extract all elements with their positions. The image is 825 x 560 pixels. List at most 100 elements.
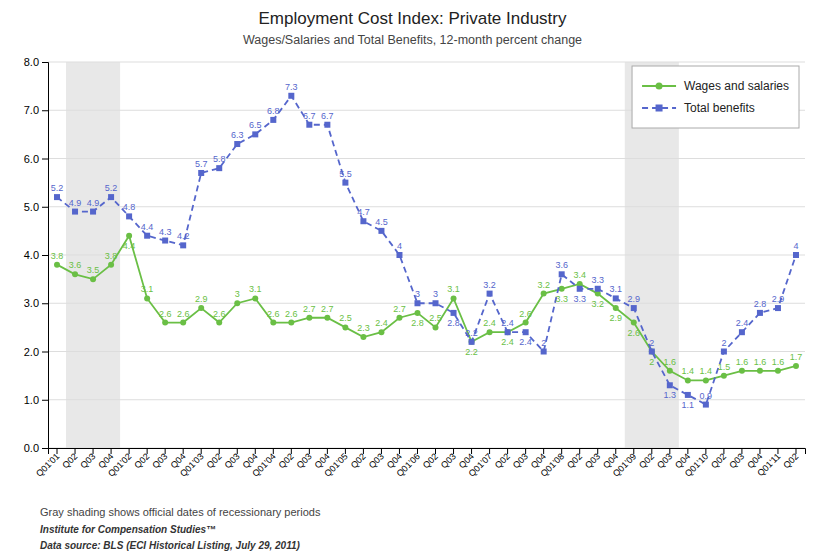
x-tick-mark xyxy=(759,448,760,454)
x-tick-label: Q01'07 xyxy=(467,451,494,478)
data-label: 4.8 xyxy=(123,202,136,212)
x-tick: Q01'08 xyxy=(539,448,566,479)
x-tick: Q03 xyxy=(583,448,602,470)
data-label: 3.6 xyxy=(555,260,568,270)
point-marker xyxy=(108,262,114,268)
point-marker xyxy=(54,194,60,200)
point-marker xyxy=(739,368,745,374)
data-label: 4.2 xyxy=(177,231,190,241)
data-label: 1.1 xyxy=(682,400,695,410)
x-tick-label: Q03 xyxy=(439,451,458,470)
y-tick-label: 2.0 xyxy=(24,346,39,358)
data-label: 2.5 xyxy=(429,313,442,323)
data-label: 3.3 xyxy=(573,294,586,304)
point-marker xyxy=(90,209,96,215)
x-tick-label: Q03 xyxy=(78,451,97,470)
x-tick: Q03 xyxy=(511,448,530,470)
grid-line xyxy=(48,303,805,304)
x-tick: Q02 xyxy=(132,448,151,470)
y-tick-mark xyxy=(42,400,48,401)
x-tick-mark xyxy=(345,448,346,454)
x-tick-mark xyxy=(435,448,436,454)
point-marker xyxy=(162,238,168,244)
x-tick: Q01'11 xyxy=(755,448,782,478)
point-marker xyxy=(144,233,150,239)
x-tick: Q01'03 xyxy=(178,448,205,479)
data-label: 1.7 xyxy=(790,352,803,362)
point-marker xyxy=(288,320,294,326)
data-label: 2.6 xyxy=(267,309,280,319)
legend-marker xyxy=(656,105,663,112)
y-tick-mark xyxy=(42,448,48,449)
data-label: 3.8 xyxy=(105,251,118,261)
data-label: 1.4 xyxy=(682,366,695,376)
point-marker xyxy=(108,194,114,200)
data-label: 2 xyxy=(721,338,726,348)
data-label: 2.7 xyxy=(393,304,406,314)
x-tick: Q02 xyxy=(277,448,296,470)
x-tick-mark xyxy=(723,448,724,454)
x-tick-mark xyxy=(489,448,490,454)
annotation: Data source: BLS (ECI Historical Listing… xyxy=(40,540,301,551)
data-label: 2.9 xyxy=(772,294,785,304)
x-tick-mark xyxy=(507,448,508,454)
point-marker xyxy=(667,382,673,388)
data-label: 2.2 xyxy=(465,347,478,357)
y-tick: 5.0 xyxy=(24,201,48,213)
point-marker xyxy=(342,180,348,186)
x-tick-mark xyxy=(687,448,688,454)
point-marker xyxy=(559,286,565,292)
data-label: 2 xyxy=(649,338,654,348)
x-tick: Q02 xyxy=(349,448,368,470)
data-label: 2.9 xyxy=(628,294,641,304)
data-label: 3.3 xyxy=(591,275,604,285)
x-tick-mark xyxy=(651,448,652,454)
x-tick-label: Q01'06 xyxy=(395,451,422,478)
x-tick-mark xyxy=(525,448,526,454)
point-marker xyxy=(649,349,655,355)
grid-line xyxy=(48,62,805,63)
x-tick-mark xyxy=(615,448,616,454)
x-axis: Q01'01Q02Q03Q04Q01'02Q02Q03Q04Q01'03Q02Q… xyxy=(34,448,805,479)
data-label: 2.8 xyxy=(447,318,460,328)
data-label: 4 xyxy=(397,241,402,251)
x-tick: Q03 xyxy=(655,448,674,470)
data-labels: 3.83.63.53.84.43.12.62.62.92.633.12.62.6… xyxy=(51,82,802,410)
x-tick-mark xyxy=(237,448,238,454)
data-label: 3.2 xyxy=(591,299,604,309)
x-tick-label: Q01'04 xyxy=(250,451,277,478)
x-tick: Q01'07 xyxy=(467,448,494,479)
data-label: 3.1 xyxy=(141,284,154,294)
data-label: 2.6 xyxy=(628,328,641,338)
y-tick-mark xyxy=(42,62,48,63)
series-line xyxy=(57,236,796,381)
x-tick: Q03 xyxy=(223,448,242,470)
y-axis-line xyxy=(42,63,49,449)
x-tick-mark xyxy=(147,448,148,454)
x-tick: Q03 xyxy=(367,448,386,470)
point-marker xyxy=(667,368,673,374)
y-tick: 4.0 xyxy=(24,249,48,261)
x-tick-mark xyxy=(291,448,292,454)
data-label: 4 xyxy=(793,241,798,251)
x-tick-label: Q01'01 xyxy=(34,451,61,478)
y-tick-label: 1.0 xyxy=(24,394,39,406)
data-label: 6.7 xyxy=(303,111,316,121)
x-tick: Q01'06 xyxy=(395,448,422,479)
x-tick-label: Q02 xyxy=(205,451,224,470)
legend-box xyxy=(632,66,799,128)
x-tick: Q01'09 xyxy=(611,448,638,479)
x-tick-mark xyxy=(561,448,562,454)
point-marker xyxy=(757,368,763,374)
x-tick: Q02 xyxy=(565,448,584,470)
y-tick-label: 8.0 xyxy=(24,56,39,68)
x-tick: Q02 xyxy=(493,448,512,470)
y-axis: 0.01.02.03.04.05.06.07.08.0 xyxy=(24,56,49,454)
x-tick: Q01'04 xyxy=(250,448,277,479)
x-tick: Q01'01 xyxy=(34,448,61,479)
data-label: 2.6 xyxy=(159,309,172,319)
data-label: 2 xyxy=(649,357,654,367)
point-marker xyxy=(631,320,637,326)
point-marker xyxy=(144,295,150,301)
x-tick-label: Q01'10 xyxy=(683,451,710,478)
